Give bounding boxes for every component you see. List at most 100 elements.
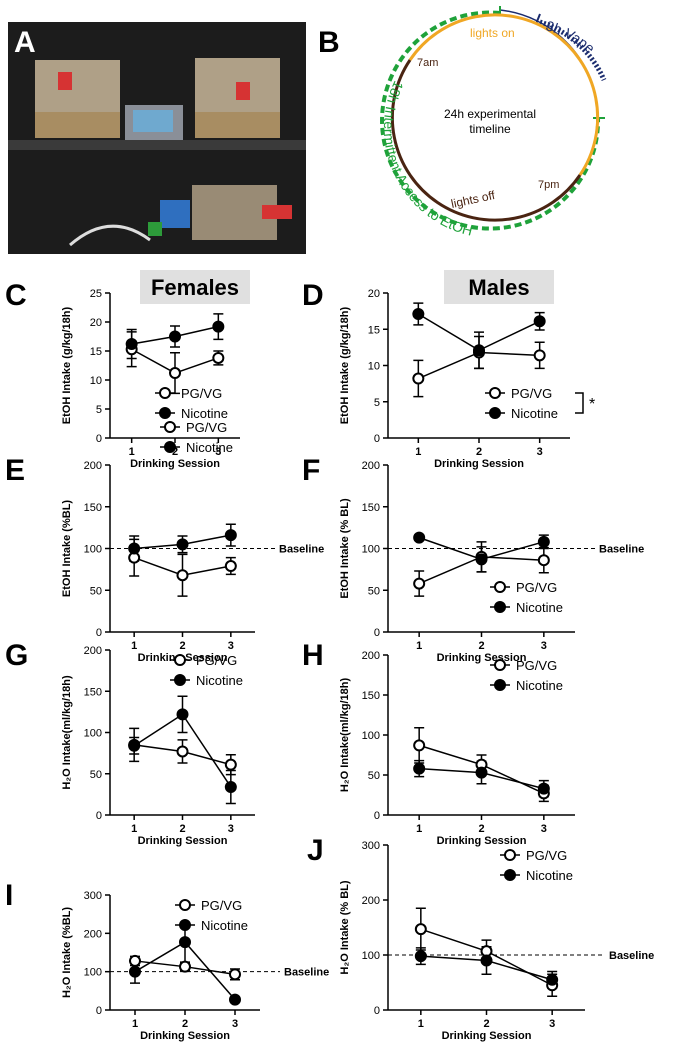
diagram-label: lights on (470, 26, 515, 40)
photo: A (8, 22, 306, 254)
y-tick-label: 10 (368, 361, 380, 373)
y-tick-label: 0 (374, 810, 380, 822)
legend-label: PG/VG (516, 658, 557, 673)
legend-marker (174, 654, 186, 666)
data-point (537, 554, 550, 567)
x-tick-label: 3 (549, 1018, 555, 1030)
data-point (125, 338, 138, 351)
panel-label: B (318, 26, 340, 59)
data-point (533, 315, 546, 328)
legend-label: Nicotine (196, 673, 243, 688)
y-tick-label: 100 (84, 544, 102, 556)
data-point (169, 330, 181, 343)
data-point (176, 538, 189, 551)
legend-marker (494, 601, 506, 613)
legend-marker (179, 919, 191, 931)
x-tick-label: 1 (129, 446, 135, 458)
data-point (129, 965, 141, 978)
y-tick-label: 150 (362, 690, 380, 702)
legend-label: Nicotine (526, 868, 573, 883)
x-tick-label: 3 (537, 446, 543, 458)
data-point (413, 577, 426, 590)
diagram-label: 7pm (538, 179, 559, 191)
data-point (413, 531, 426, 544)
panel-label: D (302, 279, 324, 312)
data-point (169, 367, 181, 380)
data-point (546, 973, 559, 986)
legend-marker (164, 421, 176, 433)
title-box (444, 270, 554, 304)
y-tick-label: 150 (84, 686, 102, 698)
legend-marker (504, 849, 516, 861)
data-point (412, 372, 425, 385)
legend-label: Nicotine (516, 600, 563, 615)
data-point (176, 708, 189, 721)
x-tick-label: 2 (476, 446, 482, 458)
data-point (212, 351, 225, 364)
legend-marker (489, 407, 501, 419)
y-axis-label: H₂O Intake (% BL) (339, 880, 351, 974)
data-point (224, 780, 237, 793)
x-tick-label: 2 (172, 446, 178, 458)
x-tick-label: 1 (131, 640, 137, 652)
data-point (537, 782, 550, 795)
y-tick-label: 100 (362, 950, 380, 962)
x-tick-label: 3 (215, 446, 221, 458)
y-tick-label: 0 (96, 433, 102, 445)
panel-label: H (302, 639, 324, 672)
x-axis-label: Drinking Session (140, 1030, 230, 1042)
x-tick-label: 2 (478, 823, 484, 835)
legend-marker (164, 441, 176, 453)
data-point (533, 349, 546, 362)
legend-marker (504, 869, 516, 881)
baseline-label: Baseline (284, 967, 329, 979)
y-tick-label: 15 (368, 324, 380, 336)
data-point (414, 950, 427, 963)
y-axis-label: EtOH Intake (%BL) (61, 500, 73, 598)
y-tick-label: 10 (90, 375, 102, 387)
y-tick-label: 300 (84, 890, 102, 902)
data-point (224, 758, 237, 771)
x-tick-label: 1 (131, 823, 137, 835)
y-tick-label: 200 (362, 650, 380, 662)
x-tick-label: 2 (182, 1018, 188, 1030)
legend-label: PG/VG (526, 848, 567, 863)
data-point (473, 344, 485, 357)
x-tick-label: 1 (132, 1018, 138, 1030)
y-tick-label: 50 (368, 770, 380, 782)
y-tick-label: 200 (362, 460, 380, 472)
data-point (128, 739, 141, 752)
data-point (229, 968, 241, 981)
chart-title: Females (151, 275, 239, 300)
data-point (224, 529, 237, 542)
y-axis-label: H₂O Intake (%BL) (61, 907, 73, 998)
data-point (537, 535, 550, 548)
significance-label: * (589, 396, 595, 413)
timeline-diagram: B lights on 7am 24h experimental timelin… (318, 6, 607, 239)
data-point (413, 762, 426, 775)
legend-marker (159, 407, 171, 419)
y-tick-label: 0 (374, 627, 380, 639)
data-point (179, 960, 191, 973)
legend-label: Nicotine (201, 918, 248, 933)
data-point (412, 308, 425, 321)
panel-label: J (307, 834, 324, 867)
chart-title: Males (468, 275, 529, 300)
x-tick-label: 2 (179, 823, 185, 835)
y-tick-label: 200 (362, 895, 380, 907)
x-tick-label: 3 (228, 640, 234, 652)
legend-marker (489, 387, 501, 399)
y-tick-label: 100 (84, 967, 102, 979)
x-tick-label: 2 (483, 1018, 489, 1030)
x-tick-label: 3 (541, 640, 547, 652)
data-point (229, 993, 241, 1006)
x-tick-label: 1 (418, 1018, 424, 1030)
panel-label: C (5, 279, 27, 312)
data-point (480, 954, 493, 967)
legend-label: PG/VG (511, 386, 552, 401)
data-point (413, 739, 426, 752)
legend-label: PG/VG (516, 580, 557, 595)
x-axis-label: Drinking Session (138, 835, 228, 847)
legend-marker (494, 581, 506, 593)
x-tick-label: 2 (478, 640, 484, 652)
